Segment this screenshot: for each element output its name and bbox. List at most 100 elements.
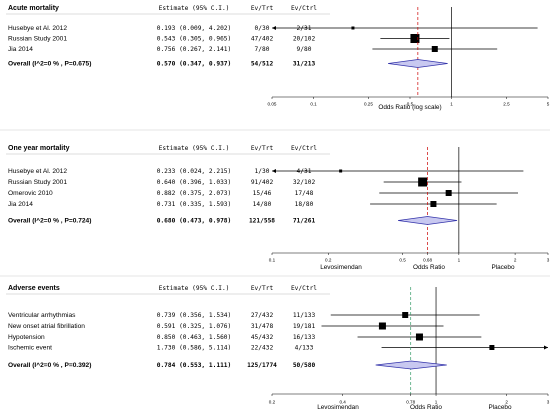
column-header-ev-ctrl: Ev/Ctrl bbox=[291, 285, 317, 292]
study-name: Ventricular arrhythmias bbox=[8, 312, 76, 319]
study-point-estimate bbox=[430, 201, 437, 207]
x-axis-tick-label: 0.5 bbox=[407, 102, 414, 107]
study-ev-ctrl: 20/102 bbox=[293, 36, 316, 43]
study-ev-trt: 91/402 bbox=[251, 179, 274, 186]
study-name: Husebye et Al. 2012 bbox=[8, 168, 67, 175]
study-estimate: 0.193 (0.009, 4.202) bbox=[157, 25, 232, 32]
study-estimate: 0.233 (0.024, 2.215) bbox=[157, 168, 232, 175]
x-axis-label: Odds Ratio (log scale) bbox=[378, 104, 441, 111]
overall-label: Overall (I^2=0 % , P=0.392) bbox=[8, 361, 91, 369]
ci-left-arrow bbox=[272, 26, 276, 30]
study-estimate: 0.640 (0.396, 1.033) bbox=[157, 179, 232, 186]
overall-label: Overall (I^2=0 % , P=0.724) bbox=[8, 217, 91, 225]
overall-ev-ctrl: 31/213 bbox=[293, 61, 316, 68]
overall-label: Overall (I^2=0 % , P=0.675) bbox=[8, 60, 91, 68]
overall-ev-ctrl: 50/580 bbox=[293, 362, 316, 369]
study-ev-ctrl: 19/181 bbox=[293, 323, 316, 330]
panel-title: One year mortality bbox=[8, 145, 70, 152]
study-point-estimate bbox=[489, 345, 495, 350]
column-header-ev-trt: Ev/Trt bbox=[251, 285, 274, 292]
study-ev-ctrl: 17/48 bbox=[295, 190, 314, 197]
study-name: Omerovic 2010 bbox=[8, 190, 53, 197]
x-axis-tick-label: 3 bbox=[547, 258, 550, 263]
study-ev-trt: 45/432 bbox=[251, 334, 274, 341]
x-axis-tick-label: 2 bbox=[514, 258, 517, 263]
overall-estimate: 0.570 (0.347, 0.937) bbox=[157, 61, 232, 68]
x-axis-tick-label: 0.25 bbox=[364, 102, 373, 107]
study-point-estimate bbox=[445, 190, 452, 196]
overall-ev-trt: 125/1774 bbox=[247, 362, 277, 369]
ci-right-arrow bbox=[544, 345, 548, 350]
favours-right-label: Placebo bbox=[491, 264, 515, 271]
study-ev-ctrl: 2/31 bbox=[297, 25, 312, 32]
x-axis-tick-label: 1 bbox=[458, 258, 461, 263]
study-estimate: 1.730 (0.586, 5.114) bbox=[157, 345, 232, 352]
study-ev-trt: 47/402 bbox=[251, 36, 274, 43]
study-estimate: 0.543 (0.305, 0.965) bbox=[157, 36, 232, 43]
study-ev-ctrl: 32/102 bbox=[293, 179, 316, 186]
overall-estimate: 0.784 (0.553, 1.111) bbox=[157, 362, 232, 369]
column-header-estimate: Estimate (95% C.I.) bbox=[159, 5, 230, 12]
study-name: Jia 2014 bbox=[8, 46, 33, 53]
x-axis-tick-label: 0.68 bbox=[423, 258, 432, 263]
study-point-estimate bbox=[378, 322, 386, 330]
column-header-estimate: Estimate (95% C.I.) bbox=[159, 145, 230, 152]
study-point-estimate bbox=[351, 26, 355, 30]
x-axis-tick-label: 0.4 bbox=[339, 400, 346, 405]
study-point-estimate bbox=[410, 34, 420, 43]
study-ev-trt: 22/432 bbox=[251, 345, 274, 352]
favours-left-label: Levosimendan bbox=[317, 404, 359, 411]
x-axis-tick-label: 3 bbox=[547, 400, 550, 405]
x-axis-tick-label: 0.5 bbox=[399, 258, 406, 263]
overall-estimate: 0.680 (0.473, 0.978) bbox=[157, 218, 232, 225]
study-ev-trt: 27/432 bbox=[251, 312, 274, 319]
x-axis-label: Odds Ratio bbox=[413, 264, 445, 271]
study-point-estimate bbox=[431, 46, 438, 52]
x-axis-tick-label: 2.5 bbox=[503, 102, 510, 107]
study-estimate: 0.882 (0.375, 2.073) bbox=[157, 190, 232, 197]
study-ev-trt: 0/30 bbox=[255, 25, 270, 32]
column-header-estimate: Estimate (95% C.I.) bbox=[159, 285, 230, 292]
x-axis-tick-label: 0.05 bbox=[268, 102, 277, 107]
favours-left-label: Levosimendan bbox=[320, 264, 362, 271]
study-name: Russian Study 2001 bbox=[8, 179, 67, 186]
study-ev-ctrl: 4/133 bbox=[295, 345, 314, 352]
study-name: New onset atrial fibrillation bbox=[8, 323, 85, 330]
column-header-ev-trt: Ev/Trt bbox=[251, 145, 274, 152]
study-name: Husebye et Al. 2012 bbox=[8, 25, 67, 32]
x-axis-tick-label: 5 bbox=[547, 102, 550, 107]
study-ev-ctrl: 11/133 bbox=[293, 312, 316, 319]
study-name: Hypotension bbox=[8, 334, 45, 341]
study-estimate: 0.591 (0.325, 1.076) bbox=[157, 323, 232, 330]
overall-diamond bbox=[388, 59, 448, 68]
column-header-ev-trt: Ev/Trt bbox=[251, 5, 274, 12]
study-ev-trt: 31/478 bbox=[251, 323, 274, 330]
x-axis-tick-label: 0.1 bbox=[269, 258, 276, 263]
overall-diamond bbox=[398, 216, 458, 225]
overall-ev-trt: 121/558 bbox=[249, 218, 275, 225]
column-header-ev-ctrl: Ev/Ctrl bbox=[291, 145, 317, 152]
panel-title: Acute mortality bbox=[8, 5, 59, 12]
study-point-estimate bbox=[402, 312, 409, 318]
overall-ev-ctrl: 71/261 bbox=[293, 218, 316, 225]
study-estimate: 0.731 (0.335, 1.593) bbox=[157, 201, 232, 208]
overall-ev-trt: 54/512 bbox=[251, 61, 274, 68]
overall-diamond bbox=[375, 360, 447, 370]
x-axis-tick-label: 1 bbox=[435, 400, 438, 405]
study-estimate: 0.739 (0.356, 1.534) bbox=[157, 312, 232, 319]
x-axis-tick-label: 2 bbox=[505, 400, 508, 405]
study-name: Jia 2014 bbox=[8, 201, 33, 208]
study-point-estimate bbox=[415, 333, 423, 341]
study-estimate: 0.850 (0.463, 1.560) bbox=[157, 334, 232, 341]
x-axis-tick-label: 0.78 bbox=[406, 400, 415, 405]
favours-right-label: Placebo bbox=[488, 404, 512, 411]
study-ev-trt: 15/46 bbox=[253, 190, 272, 197]
study-name: Ischemic event bbox=[8, 345, 52, 352]
study-point-estimate bbox=[418, 177, 428, 187]
study-estimate: 0.756 (0.267, 2.141) bbox=[157, 46, 232, 53]
study-ev-ctrl: 4/31 bbox=[297, 168, 312, 175]
study-ev-trt: 1/30 bbox=[255, 168, 270, 175]
study-ev-trt: 7/80 bbox=[255, 46, 270, 53]
study-ev-ctrl: 16/133 bbox=[293, 334, 316, 341]
